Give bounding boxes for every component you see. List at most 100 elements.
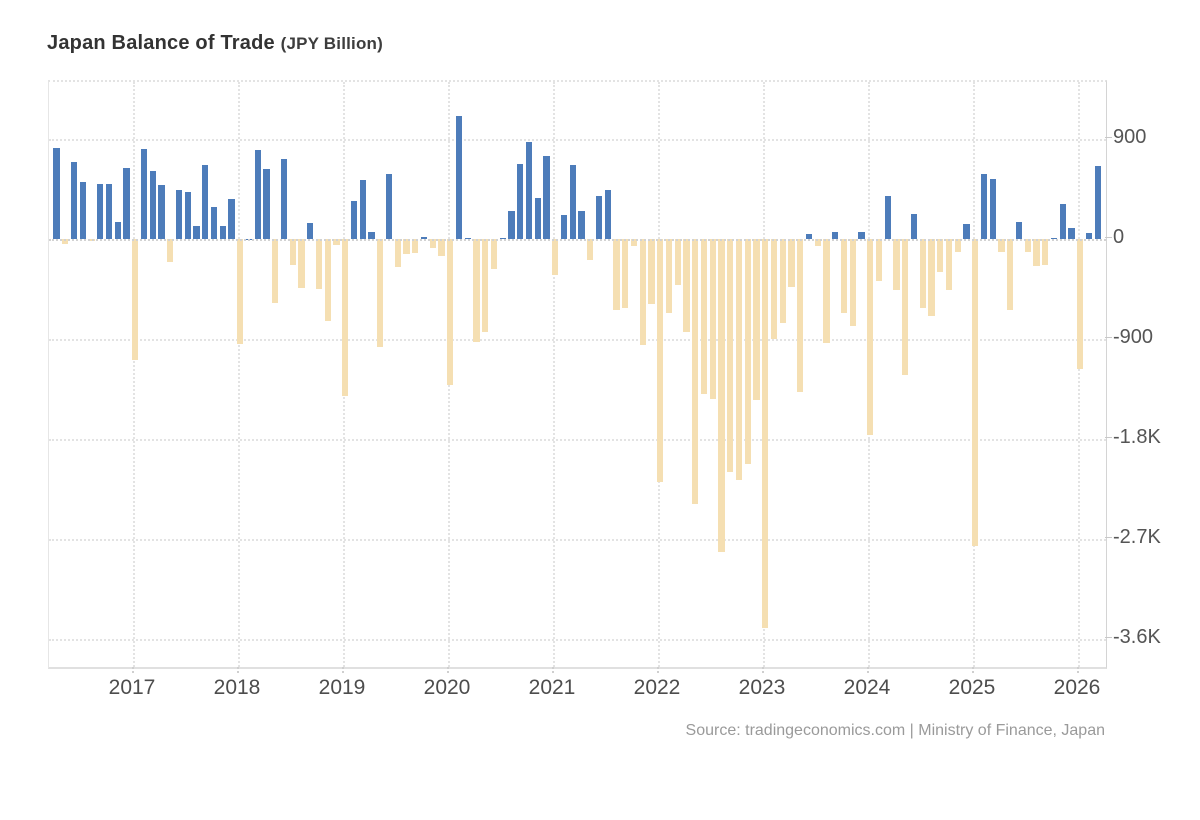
bar-2020-02[interactable] — [455, 115, 463, 239]
bar-2025-05[interactable] — [1007, 239, 1014, 310]
bar-2025-01[interactable] — [972, 239, 979, 546]
bar-2019-06[interactable] — [385, 173, 393, 239]
bar-2022-12[interactable] — [753, 239, 760, 400]
bar-2017-11[interactable] — [219, 226, 226, 239]
bar-2017-10[interactable] — [210, 207, 218, 239]
bar-2024-08[interactable] — [928, 239, 935, 317]
bar-2019-04[interactable] — [368, 232, 375, 239]
bar-2022-08[interactable] — [718, 239, 725, 552]
bar-2020-12[interactable] — [543, 155, 550, 239]
bar-2019-05[interactable] — [377, 239, 384, 347]
bar-2023-11[interactable] — [849, 239, 856, 326]
bar-2016-07[interactable] — [79, 181, 86, 239]
bar-2025-03[interactable] — [989, 178, 996, 239]
bar-2017-09[interactable] — [202, 164, 209, 239]
bar-2024-11[interactable] — [954, 239, 961, 252]
bar-2017-04[interactable] — [158, 185, 165, 239]
bar-2021-07[interactable] — [604, 190, 611, 239]
bar-2020-11[interactable] — [534, 198, 541, 239]
bar-2024-09[interactable] — [937, 239, 944, 272]
bar-2019-08[interactable] — [403, 239, 410, 255]
bar-2024-01[interactable] — [867, 239, 874, 435]
bar-2019-10[interactable] — [420, 237, 428, 239]
bar-2021-03[interactable] — [569, 165, 576, 239]
bar-2019-12[interactable] — [438, 239, 445, 256]
bar-2020-08[interactable] — [508, 211, 515, 239]
bar-2022-03[interactable] — [674, 239, 681, 285]
bar-2021-05[interactable] — [587, 239, 594, 260]
bar-2021-09[interactable] — [622, 239, 629, 309]
bar-2024-04[interactable] — [893, 239, 900, 291]
bar-2020-05[interactable] — [482, 239, 489, 332]
bar-2026-01[interactable] — [1077, 239, 1084, 369]
bar-2018-04[interactable] — [263, 169, 270, 239]
bar-2017-03[interactable] — [149, 170, 156, 239]
bar-2023-06[interactable] — [805, 234, 813, 239]
bar-2025-09[interactable] — [1042, 239, 1049, 266]
bar-2023-10[interactable] — [840, 239, 848, 313]
bar-2025-11[interactable] — [1059, 204, 1066, 239]
bar-2023-01[interactable] — [762, 239, 769, 628]
bar-2018-03[interactable] — [254, 150, 261, 239]
bar-2020-10[interactable] — [525, 142, 533, 239]
bar-2024-03[interactable] — [884, 196, 891, 239]
bar-2024-02[interactable] — [875, 239, 883, 282]
bar-2021-04[interactable] — [578, 210, 585, 239]
bar-2017-06[interactable] — [175, 190, 183, 239]
bar-2018-09[interactable] — [307, 223, 314, 239]
bar-2025-04[interactable] — [998, 239, 1005, 252]
bar-2023-05[interactable] — [797, 239, 804, 392]
bar-2024-12[interactable] — [963, 224, 970, 239]
bar-2017-01[interactable] — [132, 239, 139, 360]
bar-2020-03[interactable] — [464, 238, 471, 239]
bar-2022-09[interactable] — [727, 239, 734, 472]
bar-2016-05[interactable] — [62, 239, 69, 244]
bar-2023-08[interactable] — [823, 239, 830, 344]
bar-2016-09[interactable] — [97, 183, 104, 239]
bar-2021-01[interactable] — [552, 239, 559, 275]
bar-2022-07[interactable] — [709, 239, 716, 399]
bar-2025-07[interactable] — [1024, 239, 1031, 253]
bar-2025-08[interactable] — [1033, 239, 1040, 266]
bar-2018-10[interactable] — [315, 239, 323, 289]
bar-2016-04[interactable] — [53, 147, 60, 239]
bar-2025-10[interactable] — [1050, 238, 1058, 239]
bar-2016-10[interactable] — [105, 183, 113, 239]
bar-2026-02[interactable] — [1085, 232, 1093, 239]
bar-2017-07[interactable] — [184, 192, 191, 239]
bar-2025-02[interactable] — [980, 174, 988, 239]
bar-2019-01[interactable] — [342, 239, 349, 397]
bar-2017-08[interactable] — [193, 226, 200, 239]
bar-2018-11[interactable] — [324, 239, 331, 321]
bar-2018-05[interactable] — [272, 239, 279, 304]
bar-2018-01[interactable] — [237, 239, 244, 344]
bar-2022-10[interactable] — [735, 239, 743, 480]
bar-2018-07[interactable] — [289, 239, 296, 265]
bar-2020-04[interactable] — [473, 239, 480, 343]
bar-2023-07[interactable] — [814, 239, 821, 247]
bar-2021-11[interactable] — [639, 239, 646, 346]
bar-2022-02[interactable] — [665, 239, 673, 314]
bar-2021-02[interactable] — [560, 214, 568, 239]
bar-2017-02[interactable] — [140, 148, 148, 239]
bar-2024-07[interactable] — [919, 239, 926, 309]
bar-2021-06[interactable] — [595, 196, 603, 239]
bar-2023-09[interactable] — [832, 232, 839, 239]
bar-2022-05[interactable] — [692, 239, 699, 504]
bar-2016-11[interactable] — [114, 222, 121, 239]
bar-2020-01[interactable] — [447, 239, 454, 385]
bar-2019-11[interactable] — [429, 239, 436, 249]
bar-2022-04[interactable] — [683, 239, 690, 333]
bar-2018-08[interactable] — [298, 239, 305, 289]
bar-2022-06[interactable] — [700, 239, 708, 395]
bar-2023-02[interactable] — [770, 239, 778, 339]
bar-2019-02[interactable] — [350, 201, 358, 239]
bar-2016-06[interactable] — [70, 162, 78, 239]
bar-2021-08[interactable] — [613, 239, 620, 310]
bar-2024-05[interactable] — [902, 239, 909, 375]
bar-2018-06[interactable] — [280, 158, 288, 239]
bar-2019-07[interactable] — [394, 239, 401, 267]
bar-2026-03[interactable] — [1094, 165, 1101, 239]
bar-2016-12[interactable] — [123, 167, 130, 239]
bar-2022-01[interactable] — [657, 239, 664, 483]
